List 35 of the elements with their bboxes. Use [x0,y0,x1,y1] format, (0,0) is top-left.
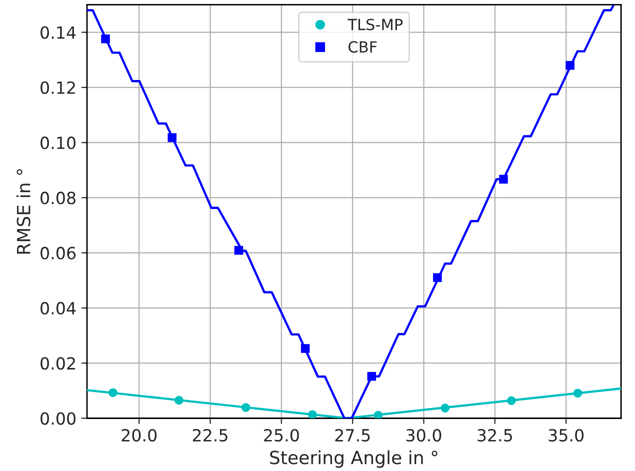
point [308,410,317,418]
point [168,133,176,142]
point [241,403,250,412]
y-tick-label: 0.12 [40,81,75,94]
point [433,273,442,282]
point [374,410,383,418]
point [499,174,508,184]
y-tick-label: 0.06 [40,246,76,260]
point [108,388,118,397]
point [440,404,450,412]
y-tick-label: 0.10 [40,136,76,150]
x-tick-label: 30.0 [406,428,442,442]
point [101,34,110,44]
y-tick-label: 0.02 [40,357,75,370]
y-tick-label: 0.08 [40,192,76,204]
x-tick-label: 32.5 [478,428,512,442]
point [566,60,574,70]
x-tick-label: 22.5 [192,428,228,442]
x-tick-label: 25.0 [264,428,299,442]
y-tick-label: 0.04 [40,302,76,315]
point [367,372,376,381]
x-tick-label: 35.0 [548,428,584,442]
point [234,246,244,255]
y-axis-title: RMSE in ° [16,169,30,254]
y-tick-label: 0.14 [40,26,76,39]
x-tick-label: 27.5 [335,428,370,442]
x-axis-title: Steering Angle in ° [270,450,438,468]
y-tick-label: 0.00 [40,412,76,425]
point [300,344,310,353]
point [174,396,184,405]
legend-label: CBF [348,41,377,53]
legend-label: TLS-MP [348,18,403,30]
point [507,396,516,405]
point [573,388,582,398]
x-tick-label: 20.0 [122,428,157,442]
